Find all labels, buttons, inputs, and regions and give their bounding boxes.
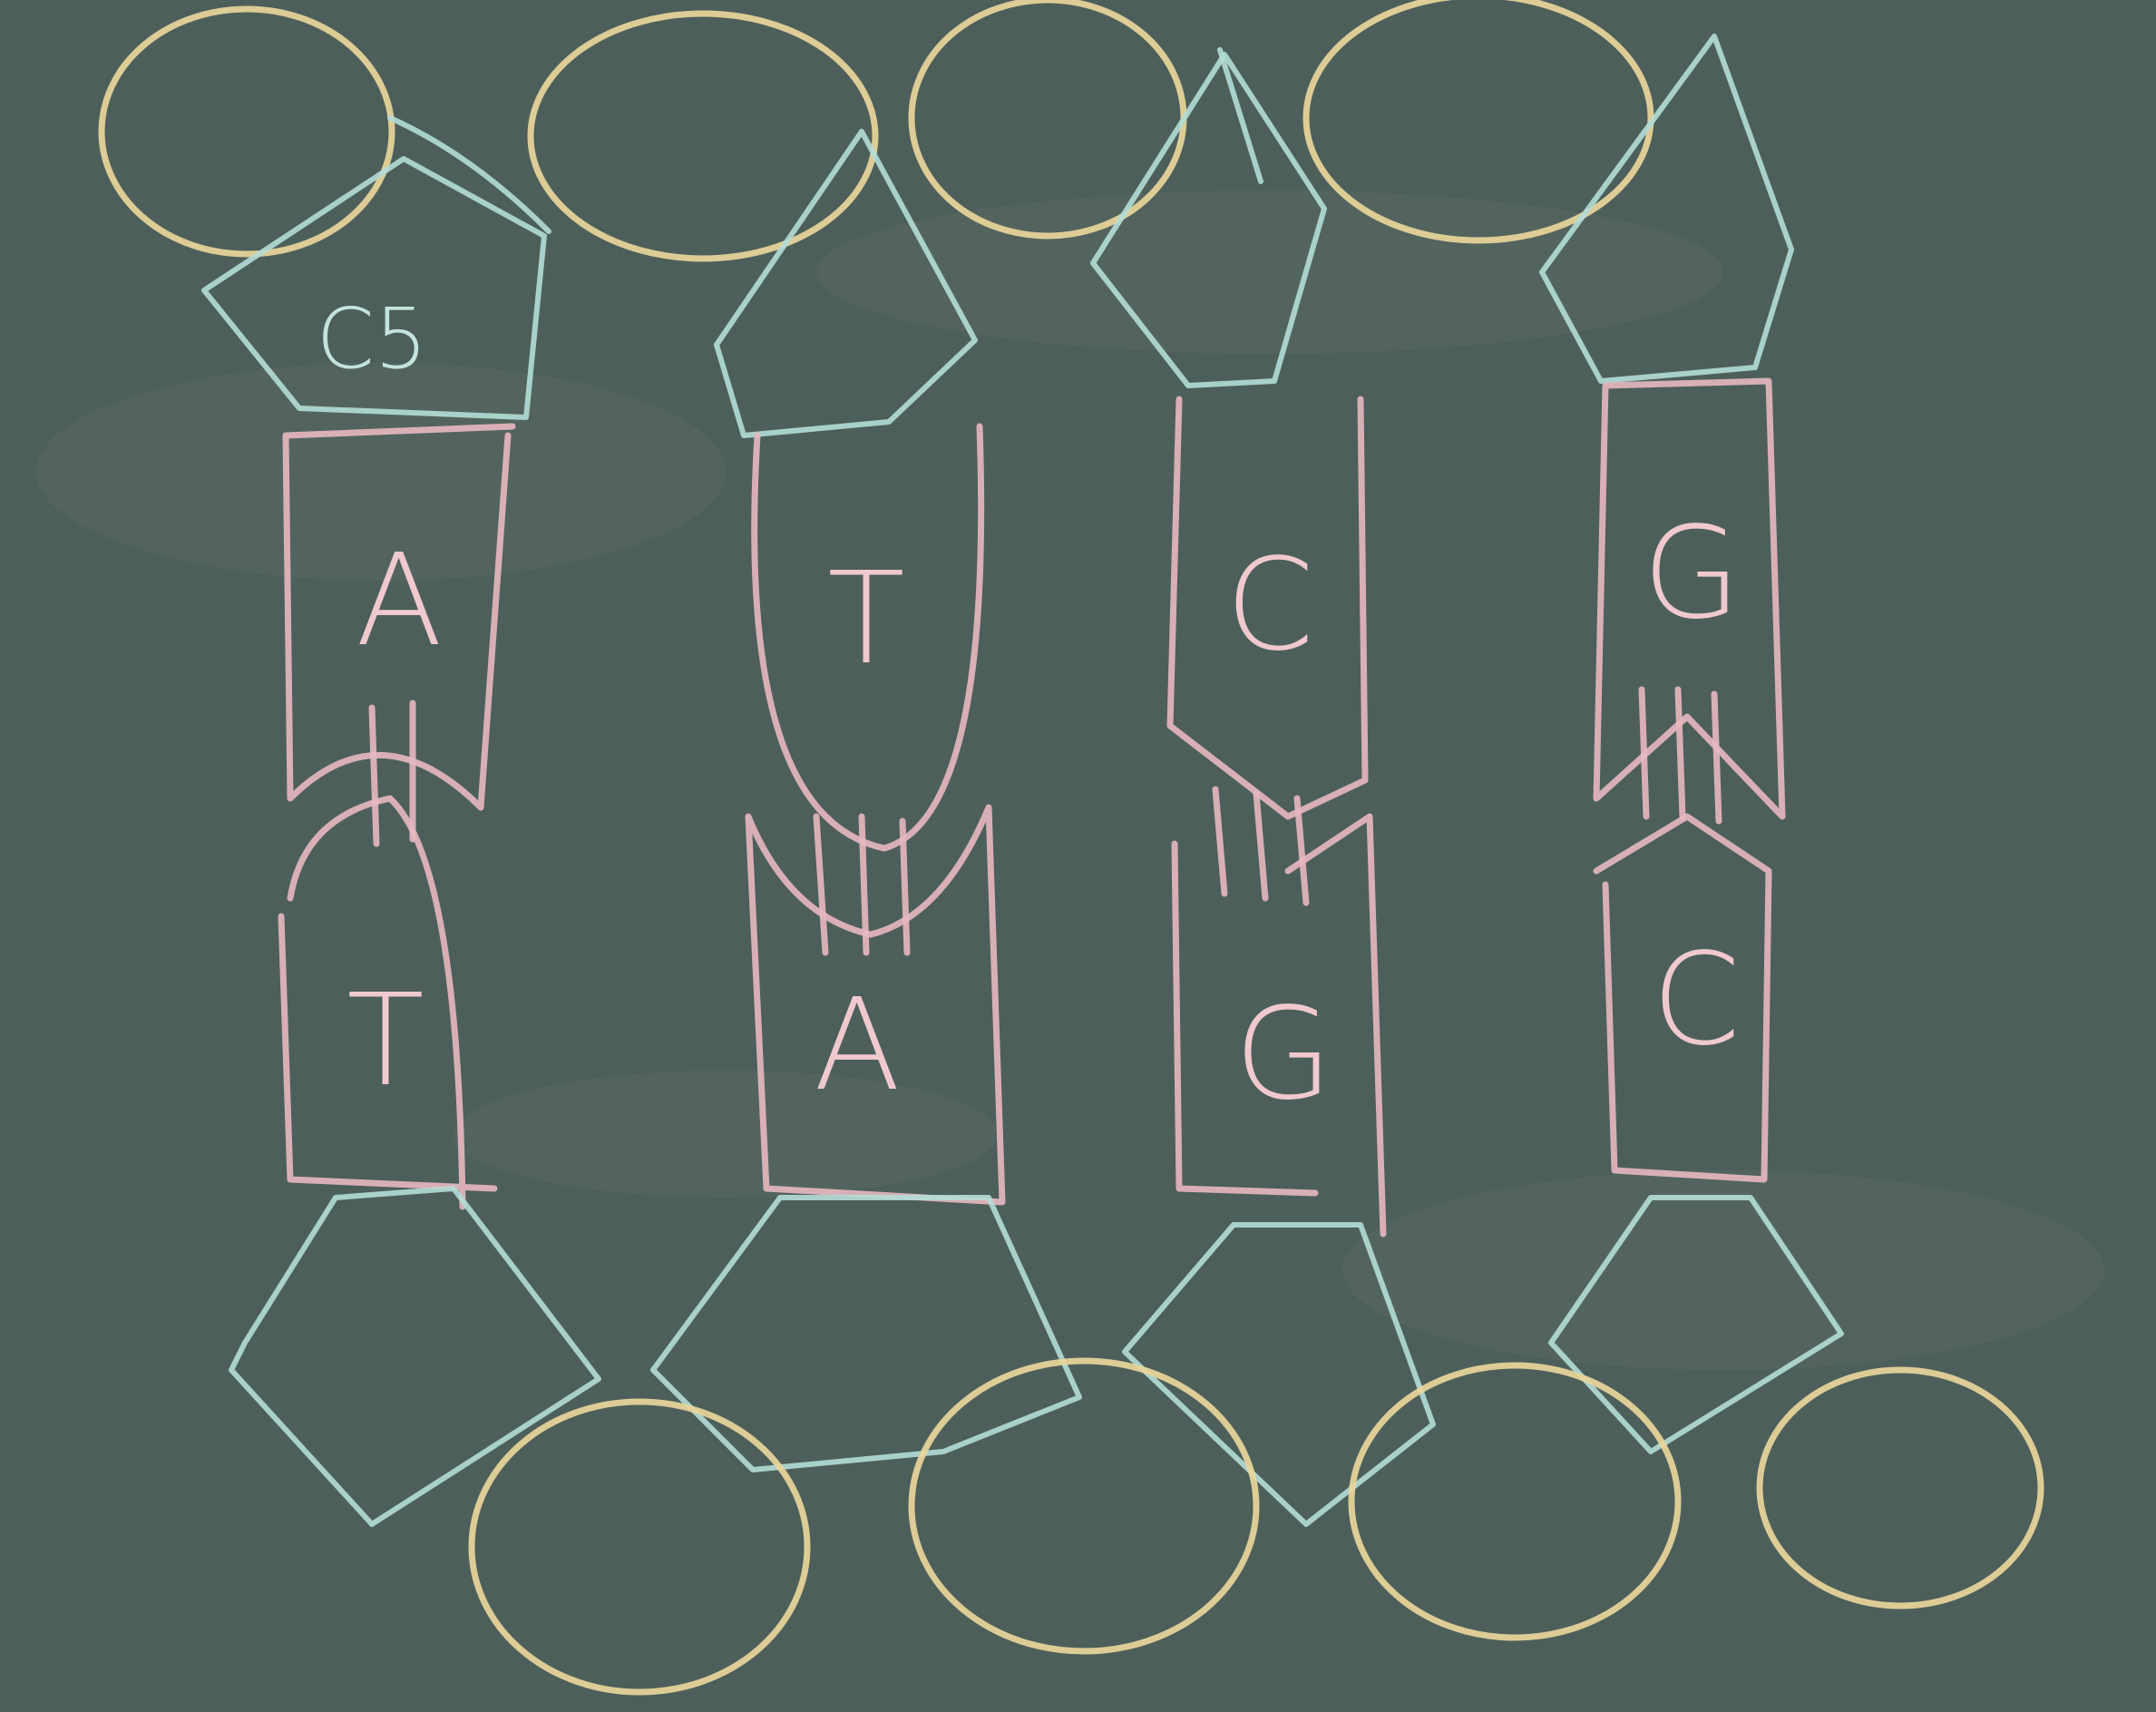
top-base-label-2: T [827,545,905,693]
top-base-box-1 [282,423,516,811]
top-sugar-1 [201,156,547,420]
top-backbone-link-1 [387,115,551,234]
bottom-base-label-3: G [1234,981,1333,1129]
bottom-sugar-1 [229,1186,601,1527]
top-sugar-3 [1090,52,1327,388]
bottom-base-label-2: A [814,972,901,1120]
bottom-sugar-3 [1122,1222,1436,1527]
bottom-phosphate-1 [468,1398,811,1696]
top-phosphate-4 [1302,0,1654,244]
bottom-base-group: T A G C [278,795,1772,1238]
bottom-base-box-2 [745,804,1006,1206]
bottom-base-box-3 [1171,813,1387,1238]
bottom-phosphate-4 [1756,1366,2044,1609]
bottom-base-box-4 [1593,813,1772,1183]
sugar-label: C5 [317,290,428,387]
top-phosphate-3 [908,0,1187,240]
top-sugar-group [201,34,1794,438]
bottom-base-box-1 [278,795,498,1210]
top-phosphate-1 [98,5,395,258]
top-base-label-4: G [1643,500,1741,648]
top-base-group: A T C G [282,377,1786,852]
hydrogen-bond-group [368,686,1722,956]
hydrogen-bonds-1 [368,699,416,847]
bottom-sugar-2 [650,1195,1082,1472]
top-base-box-4 [1593,377,1786,820]
bottom-phosphate-group [468,1357,2044,1696]
bottom-base-label-4: C [1652,926,1741,1074]
top-base-label-1: A [356,527,443,675]
top-backbone-link-2 [1217,47,1263,184]
top-base-box-2 [751,423,985,852]
top-sugar-4 [1539,34,1794,384]
bottom-phosphate-2 [908,1357,1260,1655]
top-base-label-3: C [1225,532,1314,680]
hydrogen-bonds-4 [1638,686,1722,825]
bottom-sugar-group [229,1186,1844,1527]
bottom-phosphate-3 [1348,1362,1682,1641]
bottom-base-label-1: T [346,967,424,1115]
top-sugar-2 [714,129,978,438]
top-base-box-3 [1166,396,1369,820]
hydrogen-bonds-3 [1212,786,1310,906]
top-phosphate-2 [527,10,879,262]
board-smudges [36,191,2104,1370]
bottom-sugar-4 [1548,1195,1844,1454]
